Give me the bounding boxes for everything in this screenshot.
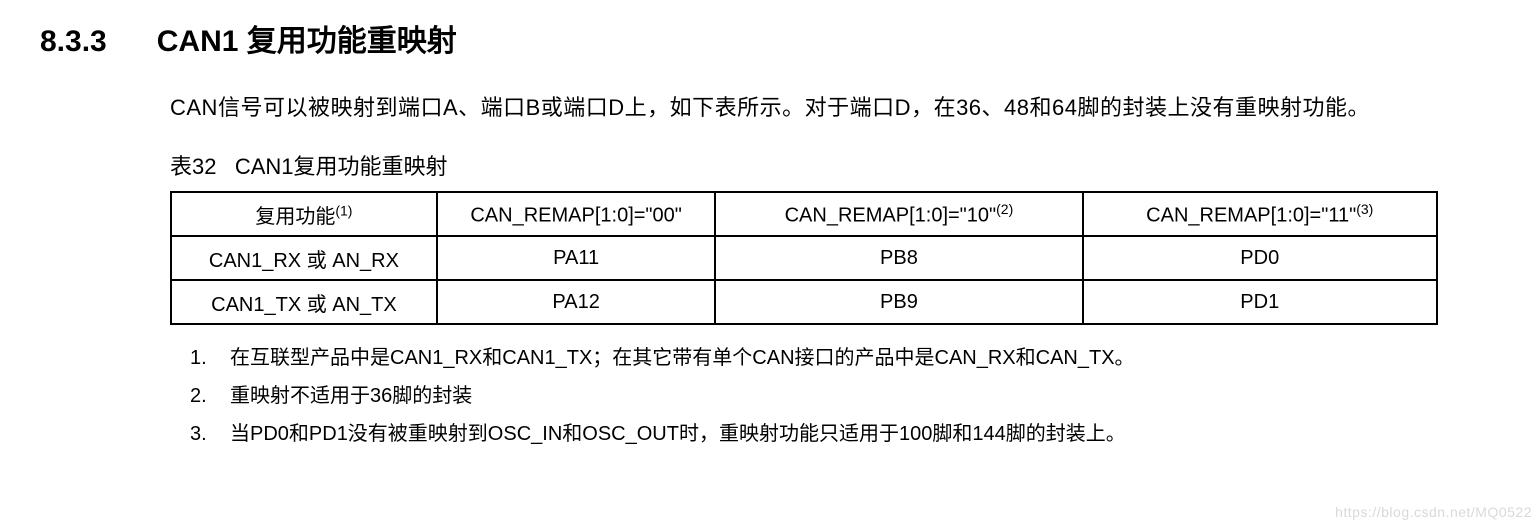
section-title: CAN1 复用功能重映射 (157, 16, 457, 60)
table-header-cell: CAN_REMAP[1:0]="10"(2) (715, 192, 1082, 236)
header-sup: (3) (1356, 201, 1373, 217)
header-sup: (2) (996, 201, 1013, 217)
header-text: CAN_REMAP[1:0]="11" (1146, 205, 1356, 227)
intro-paragraph: CAN信号可以被映射到端口A、端口B或端口D上，如下表所示。对于端口D，在36、… (170, 90, 1438, 125)
footnote-text: 在互联型产品中是CAN1_RX和CAN1_TX；在其它带有单个CAN接口的产品中… (230, 339, 1135, 377)
footnote-number: 3. (190, 415, 214, 453)
footnote-number: 1. (190, 339, 214, 377)
table-cell: PD0 (1083, 236, 1438, 280)
footnote-text: 重映射不适用于36脚的封装 (230, 377, 472, 415)
header-sup: (1) (335, 202, 352, 218)
table-cell: PB8 (715, 236, 1082, 280)
table-header-cell: CAN_REMAP[1:0]="00" (437, 192, 716, 236)
table-cell: PD1 (1083, 280, 1438, 324)
table-caption-text: CAN1复用功能重映射 (235, 154, 448, 179)
table-caption: 表32 CAN1复用功能重映射 (170, 149, 1438, 181)
footnote: 3. 当PD0和PD1没有被重映射到OSC_IN和OSC_OUT时，重映射功能只… (190, 415, 1438, 453)
table-header-row: 复用功能(1) CAN_REMAP[1:0]="00" CAN_REMAP[1:… (171, 192, 1437, 236)
table-cell: CAN1_RX 或 AN_RX (171, 236, 437, 280)
remap-table: 复用功能(1) CAN_REMAP[1:0]="00" CAN_REMAP[1:… (170, 191, 1438, 325)
table-header-cell: 复用功能(1) (171, 192, 437, 236)
header-text: CAN_REMAP[1:0]="10" (785, 205, 997, 227)
table-cell: CAN1_TX 或 AN_TX (171, 280, 437, 324)
table-caption-prefix: 表32 (170, 154, 216, 179)
footnote: 1. 在互联型产品中是CAN1_RX和CAN1_TX；在其它带有单个CAN接口的… (190, 339, 1438, 377)
header-text: CAN_REMAP[1:0]="00" (470, 205, 682, 227)
header-text: 复用功能 (255, 206, 335, 228)
table-row: CAN1_TX 或 AN_TX PA12 PB9 PD1 (171, 280, 1437, 324)
footnote-text: 当PD0和PD1没有被重映射到OSC_IN和OSC_OUT时，重映射功能只适用于… (230, 415, 1126, 453)
footnote: 2. 重映射不适用于36脚的封装 (190, 377, 1438, 415)
table-cell: PA12 (437, 280, 716, 324)
table-cell: PB9 (715, 280, 1082, 324)
table-cell: PA11 (437, 236, 716, 280)
table-header-cell: CAN_REMAP[1:0]="11"(3) (1083, 192, 1438, 236)
footnotes: 1. 在互联型产品中是CAN1_RX和CAN1_TX；在其它带有单个CAN接口的… (170, 339, 1438, 453)
section-heading: 8.3.3 CAN1 复用功能重映射 (40, 16, 1498, 60)
footnote-number: 2. (190, 377, 214, 415)
section-number: 8.3.3 (40, 25, 107, 59)
watermark: https://blog.csdn.net/MQ0522 (1335, 504, 1532, 520)
table-row: CAN1_RX 或 AN_RX PA11 PB8 PD0 (171, 236, 1437, 280)
